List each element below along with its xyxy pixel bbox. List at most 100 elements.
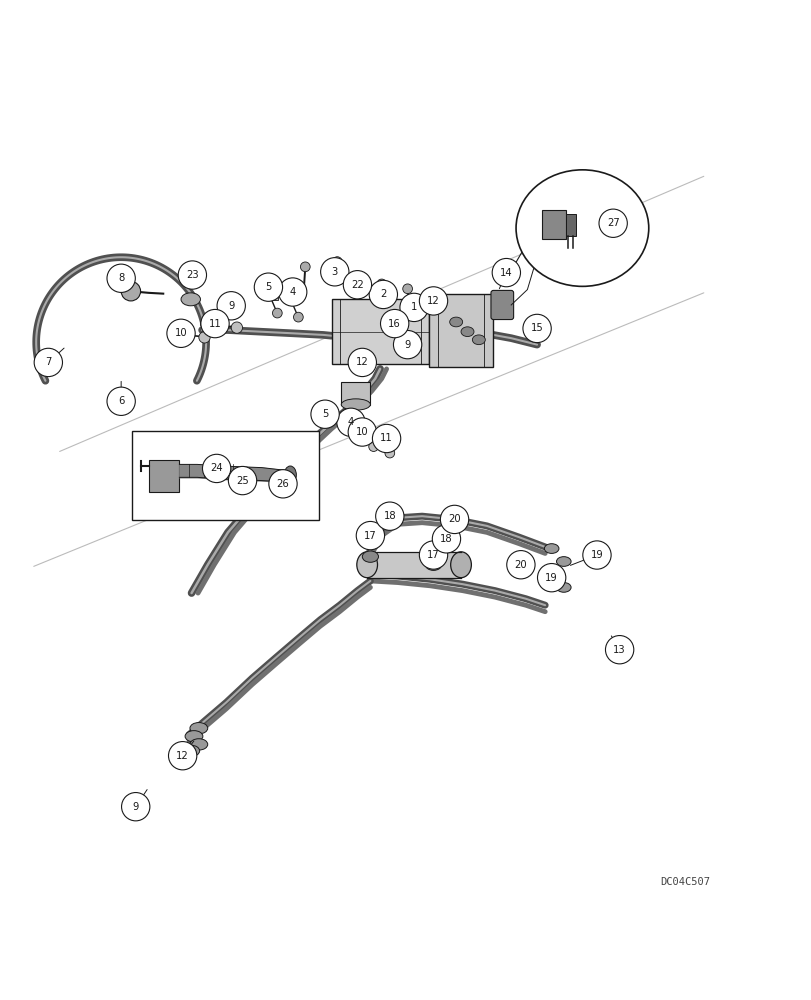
Text: 1: 1: [410, 302, 417, 312]
Text: 17: 17: [363, 531, 376, 541]
Circle shape: [380, 309, 408, 338]
Circle shape: [320, 258, 349, 286]
Circle shape: [167, 319, 195, 347]
Ellipse shape: [190, 739, 208, 750]
Circle shape: [200, 309, 229, 338]
Ellipse shape: [190, 723, 208, 734]
Text: 12: 12: [176, 751, 189, 761]
Circle shape: [178, 261, 206, 289]
Circle shape: [440, 505, 468, 534]
Text: 2: 2: [380, 289, 386, 299]
Circle shape: [537, 564, 565, 592]
Circle shape: [599, 209, 627, 237]
FancyBboxPatch shape: [565, 214, 575, 236]
Circle shape: [418, 541, 447, 569]
Ellipse shape: [449, 317, 462, 327]
Text: 9: 9: [132, 802, 139, 812]
Ellipse shape: [450, 552, 471, 578]
Text: 8: 8: [118, 273, 124, 283]
Text: 12: 12: [355, 357, 368, 367]
Circle shape: [348, 418, 376, 446]
Circle shape: [376, 279, 386, 289]
Ellipse shape: [284, 466, 296, 484]
FancyBboxPatch shape: [541, 210, 565, 239]
Text: 11: 11: [208, 319, 221, 329]
Ellipse shape: [181, 293, 200, 306]
Text: 19: 19: [590, 550, 603, 560]
Text: 6: 6: [118, 396, 124, 406]
Ellipse shape: [516, 170, 648, 286]
Circle shape: [278, 278, 307, 306]
Ellipse shape: [472, 335, 485, 345]
Circle shape: [300, 262, 310, 272]
Circle shape: [332, 257, 341, 266]
Circle shape: [506, 551, 534, 579]
Circle shape: [337, 408, 365, 436]
Bar: [132, 431, 318, 520]
Text: 22: 22: [350, 280, 363, 290]
Text: 9: 9: [228, 301, 234, 311]
Circle shape: [169, 742, 196, 770]
Text: 16: 16: [388, 319, 401, 329]
Text: 19: 19: [545, 573, 557, 583]
Text: 9: 9: [404, 340, 410, 350]
Circle shape: [107, 387, 135, 415]
Circle shape: [217, 292, 245, 320]
FancyBboxPatch shape: [331, 299, 428, 364]
FancyBboxPatch shape: [428, 294, 493, 367]
Circle shape: [268, 470, 297, 498]
Circle shape: [202, 454, 230, 483]
Text: 5: 5: [265, 282, 272, 292]
Circle shape: [369, 280, 397, 309]
FancyBboxPatch shape: [491, 290, 513, 320]
Text: 4: 4: [290, 287, 295, 297]
Circle shape: [121, 282, 140, 301]
Circle shape: [355, 427, 365, 437]
FancyBboxPatch shape: [148, 460, 179, 492]
FancyBboxPatch shape: [341, 382, 370, 405]
Circle shape: [337, 421, 347, 430]
Circle shape: [34, 348, 62, 377]
Circle shape: [254, 273, 282, 301]
Circle shape: [402, 284, 412, 294]
Ellipse shape: [543, 570, 558, 579]
Circle shape: [368, 442, 378, 451]
Text: 14: 14: [500, 268, 512, 278]
Ellipse shape: [543, 544, 558, 553]
Text: 18: 18: [383, 511, 396, 521]
Circle shape: [432, 534, 442, 544]
Text: 27: 27: [606, 218, 619, 228]
Text: 10: 10: [174, 328, 187, 338]
Circle shape: [122, 793, 150, 821]
Ellipse shape: [362, 551, 378, 562]
Ellipse shape: [425, 559, 441, 570]
Text: 3: 3: [331, 267, 337, 277]
Circle shape: [311, 400, 339, 428]
Circle shape: [343, 271, 371, 299]
Circle shape: [384, 448, 394, 458]
Circle shape: [348, 348, 376, 377]
Text: 7: 7: [45, 357, 51, 367]
Circle shape: [491, 258, 520, 287]
Text: DC04C507: DC04C507: [659, 877, 710, 887]
Circle shape: [400, 293, 427, 322]
Circle shape: [228, 466, 256, 495]
Text: 13: 13: [612, 645, 625, 655]
Bar: [265, 290, 278, 300]
Circle shape: [231, 322, 242, 333]
Circle shape: [582, 541, 611, 569]
Ellipse shape: [356, 552, 377, 578]
Circle shape: [354, 274, 363, 284]
Circle shape: [356, 521, 384, 550]
Ellipse shape: [556, 557, 570, 566]
Circle shape: [605, 636, 633, 664]
Ellipse shape: [200, 317, 220, 330]
Text: 5: 5: [321, 409, 328, 419]
Text: 25: 25: [236, 476, 249, 486]
Text: 11: 11: [380, 433, 393, 443]
Circle shape: [372, 424, 401, 453]
Circle shape: [293, 312, 303, 322]
Text: 15: 15: [530, 323, 543, 333]
Circle shape: [375, 502, 404, 530]
Text: 4: 4: [347, 417, 354, 427]
